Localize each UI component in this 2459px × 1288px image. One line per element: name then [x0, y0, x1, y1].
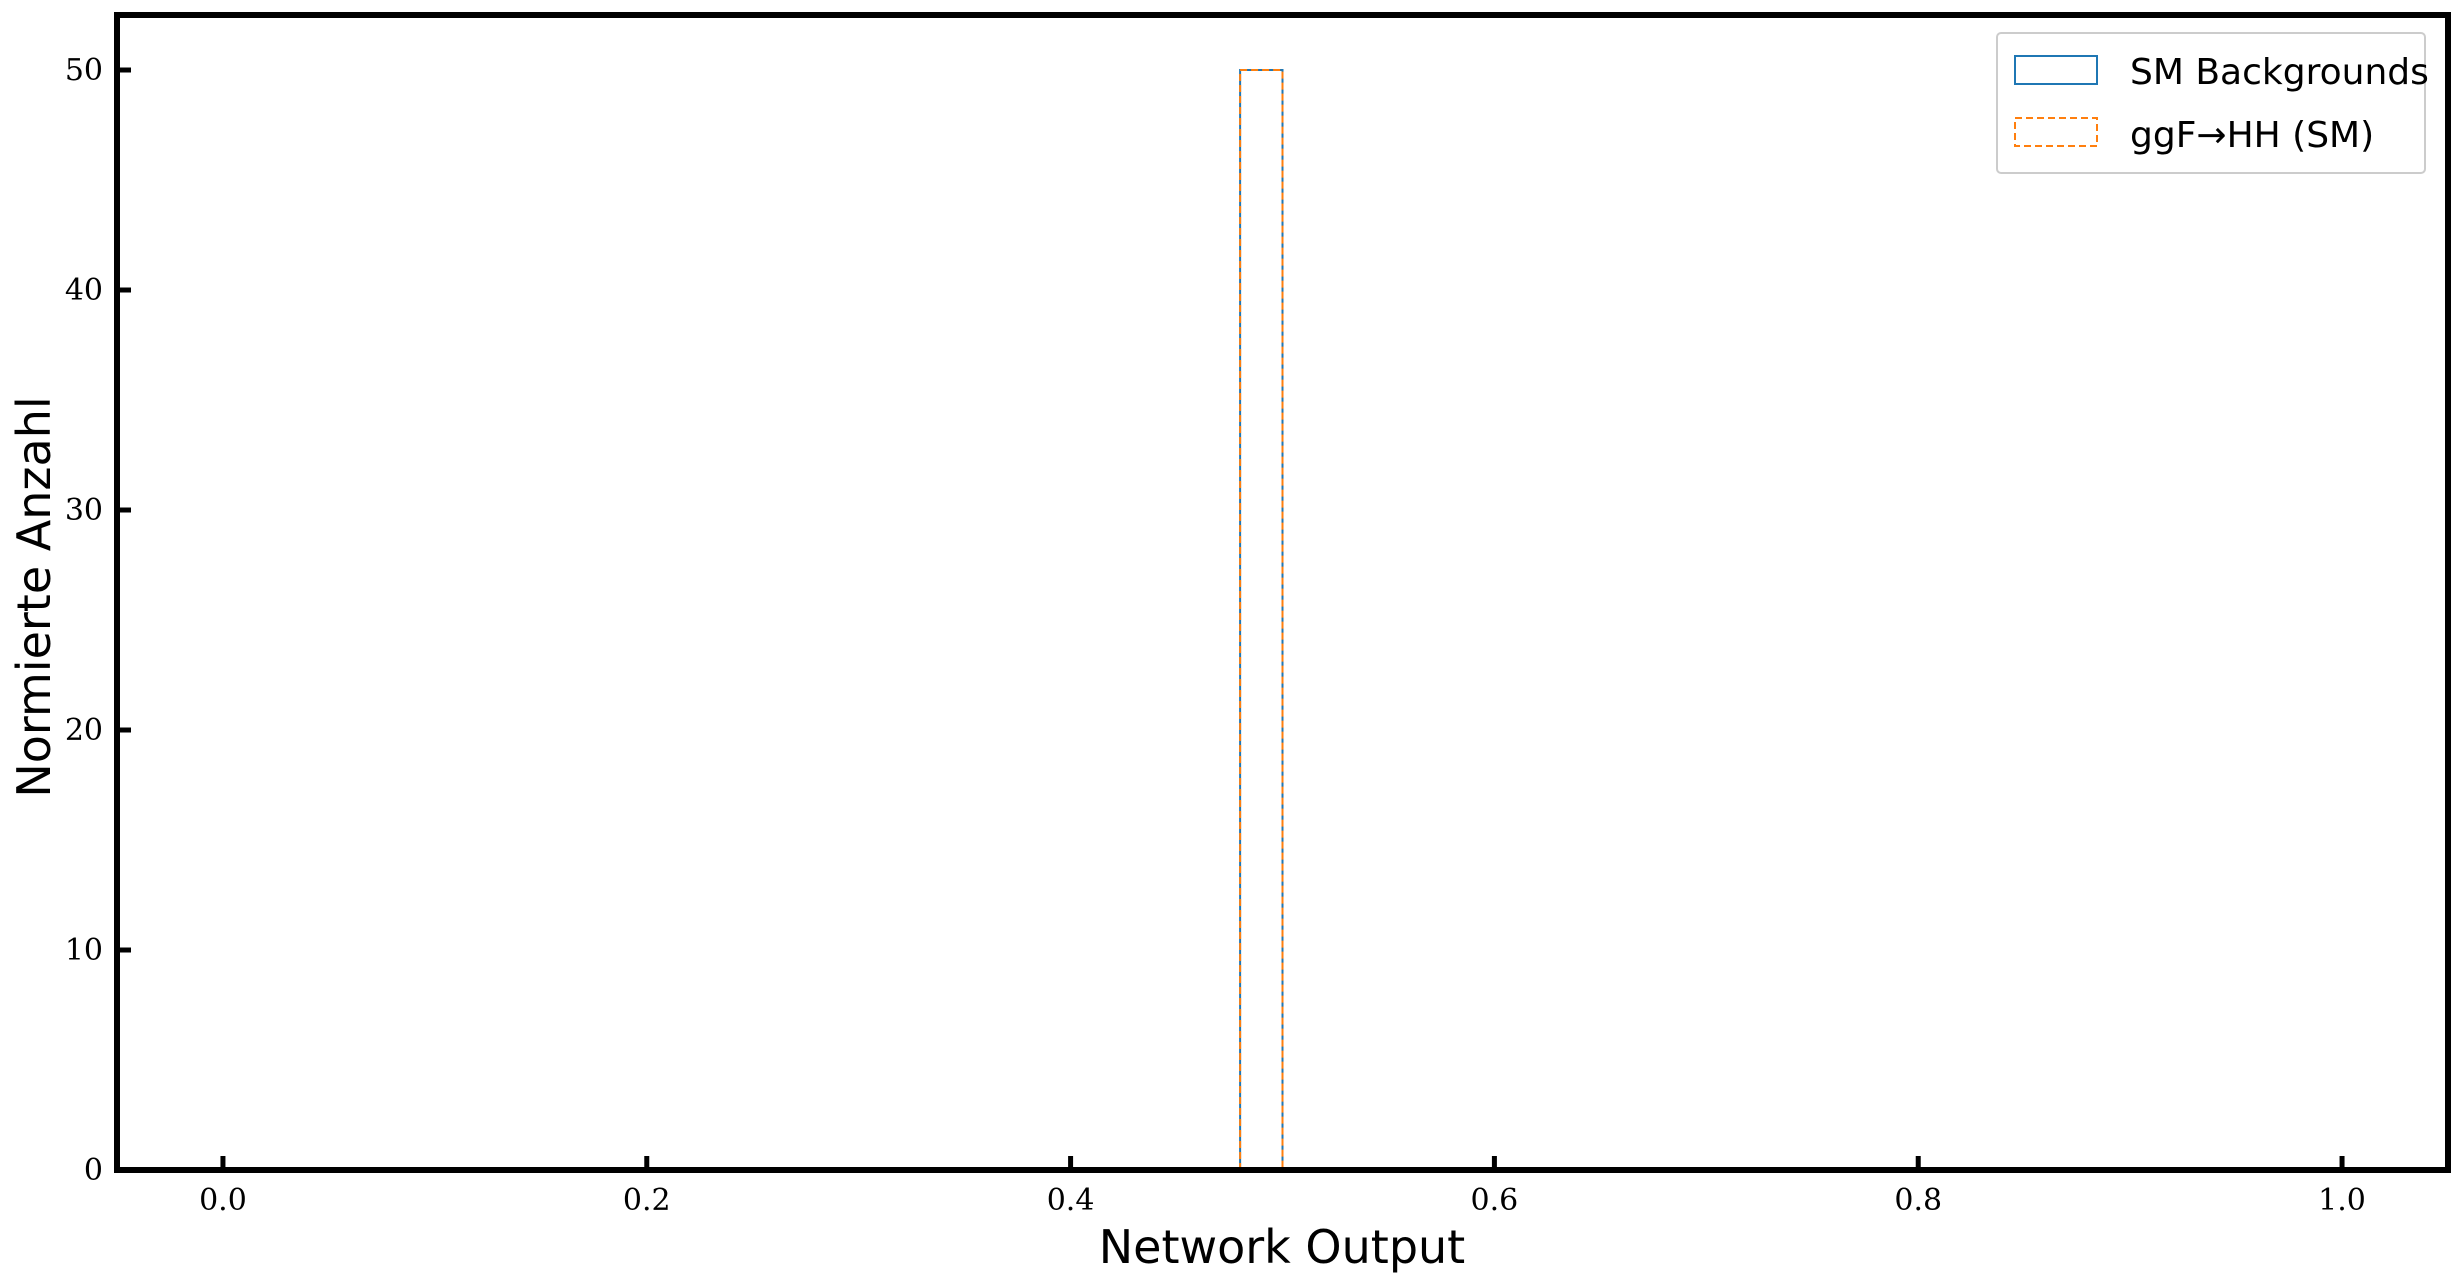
x-tick-label: 1.0	[2318, 1183, 2366, 1218]
y-tick-label: 20	[65, 713, 103, 748]
y-tick-label: 50	[65, 53, 103, 88]
plot-frame	[114, 12, 2451, 1173]
bar-ggf-hh-0	[1239, 69, 1284, 1170]
x-tick-label: 0.0	[199, 1183, 247, 1218]
x-axis-title: Network Output	[1099, 1220, 1465, 1274]
x-tick-label: 0.4	[1047, 1183, 1095, 1218]
legend-swatch-sm-backgrounds	[2014, 55, 2098, 85]
legend-label-ggf-hh: ggF→HH (SM)	[2130, 115, 2374, 156]
x-tick-label: 0.8	[1894, 1183, 1942, 1218]
legend-box	[1996, 32, 2426, 174]
x-axis-ticks: 0.0 0.2 0.4 0.6 0.8 1.0	[199, 1156, 2366, 1218]
histogram-bars	[1239, 69, 1284, 1170]
y-axis-ticks: 0 10 20 30 40 50	[65, 53, 131, 1188]
y-tick-label: 30	[65, 493, 103, 528]
y-axis-title: Normierte Anzahl	[7, 396, 61, 797]
y-tick-label: 0	[84, 1153, 103, 1188]
y-tick-label: 10	[65, 933, 103, 968]
x-tick-label: 0.2	[623, 1183, 671, 1218]
y-tick-label: 40	[65, 273, 103, 308]
legend-label-sm-backgrounds: SM Backgrounds	[2130, 52, 2429, 93]
x-tick-label: 0.6	[1471, 1183, 1519, 1218]
legend: SM Backgrounds ggF→HH (SM)	[1996, 32, 2429, 174]
